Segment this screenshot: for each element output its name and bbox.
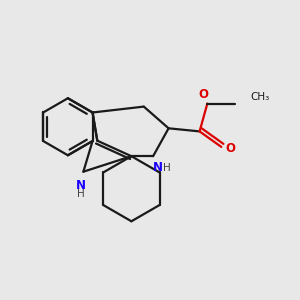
Text: H: H: [77, 189, 85, 199]
Text: CH₃: CH₃: [251, 92, 270, 102]
Text: O: O: [199, 88, 208, 101]
Text: H: H: [163, 163, 171, 173]
Text: O: O: [225, 142, 235, 155]
Text: N: N: [153, 161, 163, 175]
Text: N: N: [76, 179, 86, 192]
